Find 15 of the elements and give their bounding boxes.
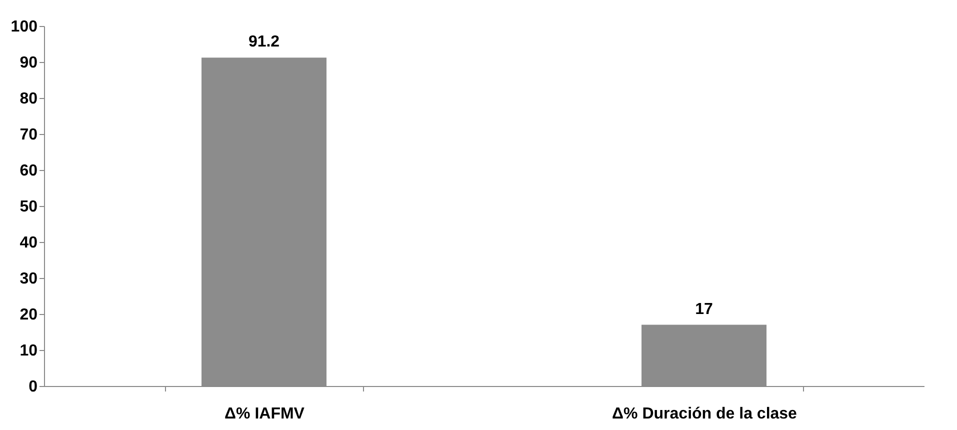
y-tick-label: 80 [20,90,38,108]
data-label: 17 [695,300,713,318]
x-tick-label: Δ% Duración de la clase [612,406,798,422]
y-tick-label: 30 [20,270,38,288]
y-tick-label: 20 [20,306,38,324]
data-label: 91.2 [248,34,280,51]
y-tick-label: 70 [20,126,38,144]
y-tick-label: 40 [20,234,38,252]
y-tick-label: 50 [20,198,38,216]
y-tick-label: 10 [20,342,38,360]
y-tick-label: 90 [20,54,38,72]
y-tick-label: 0 [28,378,38,396]
y-tick-label: 100 [10,18,38,36]
x-tick-label: Δ% IAFMV [224,406,305,422]
y-tick-label: 60 [20,162,38,180]
